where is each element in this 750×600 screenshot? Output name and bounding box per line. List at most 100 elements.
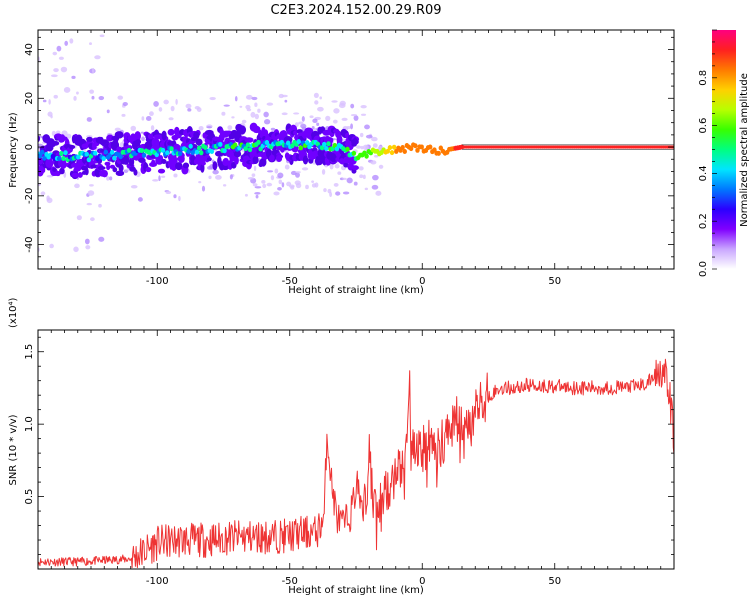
spectrogram-noise-cell (137, 197, 143, 202)
spectrogram-noise-cell (314, 100, 319, 105)
colorbar: 0.0 0.2 0.4 0.6 0.8 Normalized spectral ampl… (698, 29, 750, 277)
spectrogram-noise-cell (153, 101, 159, 107)
spectrogram-noise-cell (373, 154, 379, 158)
spectrogram-noise-cell (341, 117, 348, 121)
spectrogram-noise-cell (372, 143, 378, 148)
spectrogram-noise-cell (46, 175, 54, 178)
spectrogram-noise-cell (360, 105, 367, 109)
spectrogram-noise-cell (262, 183, 267, 189)
spectrogram-noise-cell (293, 112, 300, 115)
spectrogram-noise-cell (325, 115, 331, 122)
spectrogram-noise-cell (165, 190, 172, 195)
spectrogram-band-cell (122, 155, 130, 165)
spectrogram-noise-cell (227, 125, 233, 130)
spectrogram-noise-cell (281, 112, 288, 116)
spectrogram-band-cell (145, 166, 152, 173)
spectrogram-ridge-cell (57, 156, 62, 162)
spectrogram-noise-cell (317, 106, 324, 112)
spectrogram-noise-cell (255, 194, 259, 199)
spectrogram-ridge-cell (188, 143, 193, 149)
spectrogram-noise-cell (251, 173, 256, 178)
spectrogram-y-ticks: -40 -20 0 20 40 (24, 36, 674, 270)
spectrogram-band-cell (94, 168, 101, 177)
x-tick-label: 0 (419, 276, 425, 287)
spectrogram-noise-cell (114, 127, 121, 132)
spectrogram-band-cell (233, 150, 242, 158)
spectrogram-noise-cell (173, 194, 177, 199)
spectrogram-band-cell (212, 161, 218, 171)
spectrogram-noise-cell (76, 215, 82, 221)
spectrogram-noise-cell (212, 169, 219, 175)
spectrogram-noise-cell (121, 113, 126, 117)
spectrogram-noise-cell (163, 99, 169, 105)
spectrogram-noise-cell (277, 172, 284, 179)
spectrogram-noise-cell (333, 108, 340, 114)
spectrogram-ridge-cell (285, 140, 291, 146)
spectrogram-ridge-cell (218, 141, 223, 147)
spectrogram-noise-cell (209, 96, 216, 101)
spectrogram-band-cell (52, 140, 60, 146)
spectrogram-band-cell (68, 144, 76, 150)
spectrogram-band-cell (234, 156, 239, 165)
spectrogram-noise-cell (254, 191, 261, 195)
spectrogram-noise-cell (246, 108, 252, 112)
spectrogram-noise-cell (245, 104, 251, 110)
spectrogram-ridge-cell (436, 150, 441, 156)
spectrogram-noise-cell (274, 168, 279, 174)
spectrogram-noise-cell (85, 245, 91, 250)
spectrogram-noise-cell (286, 181, 292, 187)
spectrogram-noise-cell (329, 163, 334, 170)
spectrogram-band-cell (206, 157, 212, 162)
spectrogram-noise-cell (316, 122, 320, 126)
spectrogram-noise-cell (55, 130, 61, 135)
spectrogram-noise-cell (161, 175, 166, 178)
spectrogram-band-cell (193, 131, 200, 140)
spectrogram-band-cell (134, 131, 141, 141)
spectrogram-band-cell (157, 168, 166, 174)
spectrogram-ridge-cell (86, 157, 92, 163)
spectrogram-band-cell (353, 137, 358, 146)
spectrogram-noise-cell (333, 182, 339, 187)
spectrogram-ridge-cell (194, 149, 200, 155)
spectrogram-ridge-cell (40, 149, 45, 155)
spectrogram-band-cell (170, 155, 178, 166)
spectrogram-ridge-cell (243, 146, 248, 152)
spectrogram-noise-cell (335, 191, 341, 196)
spectrogram-noise-cell (342, 191, 350, 195)
spectrogram-band-cell (97, 165, 106, 171)
spectrogram-noise-cell (263, 111, 269, 118)
spectrogram-noise-cell (298, 121, 304, 125)
spectrogram-band-cell (86, 136, 93, 142)
spectrogram-noise-cell (254, 113, 259, 120)
spectrogram-ridge-cell (139, 148, 145, 154)
spectrogram-noise-cell (295, 171, 301, 174)
spectrogram-noise-cell (86, 117, 92, 122)
x-tick-label: -100 (146, 576, 169, 587)
spectrogram-x-axis-label: Height of straight line (km) (288, 285, 424, 296)
spectrogram-noise-cell (185, 103, 192, 109)
chart-title: C2E3.2024.152.00.29.R09 (270, 3, 441, 18)
y-tick-label: 0 (24, 144, 35, 150)
spectrogram-ridge-cell (103, 149, 109, 155)
spectrogram-ridge-cell (245, 142, 251, 148)
spectrogram-noise-cell (48, 98, 51, 105)
spectrogram-ridge-cell (177, 151, 183, 157)
spectrogram-noise-cell (47, 111, 53, 117)
spectrogram-ridge-cell (247, 147, 253, 153)
spectrogram-noise-cell (319, 96, 323, 100)
spectrogram-noise-cell (278, 179, 283, 185)
spectrogram-noise-cell (198, 125, 204, 131)
spectrogram-band-cell (343, 162, 349, 168)
spectrogram-noise-cell (364, 124, 370, 130)
x-tick-label: 0 (419, 576, 425, 587)
spectrogram-noise-cell (295, 172, 300, 178)
spectrogram-noise-cell (309, 115, 314, 119)
spectrogram-noise-cell (94, 55, 101, 60)
spectrogram-ridge-cell (165, 150, 170, 156)
y-tick-label: 1.0 (24, 416, 35, 432)
spectrogram-noise-cell (89, 42, 92, 46)
spectrogram-noise-cell (350, 113, 357, 117)
spectrogram-band-cell (77, 172, 83, 178)
spectrogram-noise-cell (362, 174, 366, 180)
spectrogram-noise-cell (89, 184, 94, 187)
